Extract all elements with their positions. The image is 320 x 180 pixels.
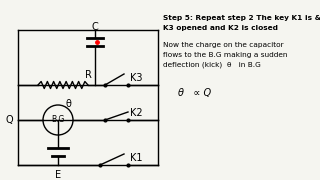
Text: K2: K2 — [130, 108, 143, 118]
Text: θ: θ — [65, 99, 71, 109]
Text: Now the charge on the capacitor: Now the charge on the capacitor — [163, 42, 284, 48]
Text: E: E — [55, 170, 61, 180]
Text: C: C — [92, 22, 98, 32]
Text: deflection (kick)  θ   in B.G: deflection (kick) θ in B.G — [163, 62, 261, 69]
Text: K3 opened and K2 is closed: K3 opened and K2 is closed — [163, 25, 278, 31]
Text: K1: K1 — [130, 153, 142, 163]
Text: Q: Q — [5, 115, 13, 125]
Text: B.G: B.G — [51, 116, 65, 125]
Text: flows to the B.G making a sudden: flows to the B.G making a sudden — [163, 52, 287, 58]
Text: K3: K3 — [130, 73, 142, 83]
Text: R: R — [84, 70, 92, 80]
Text: θ   ∝ Q: θ ∝ Q — [178, 88, 211, 98]
Text: Step 5: Repeat step 2 The key K1 is &: Step 5: Repeat step 2 The key K1 is & — [163, 15, 320, 21]
